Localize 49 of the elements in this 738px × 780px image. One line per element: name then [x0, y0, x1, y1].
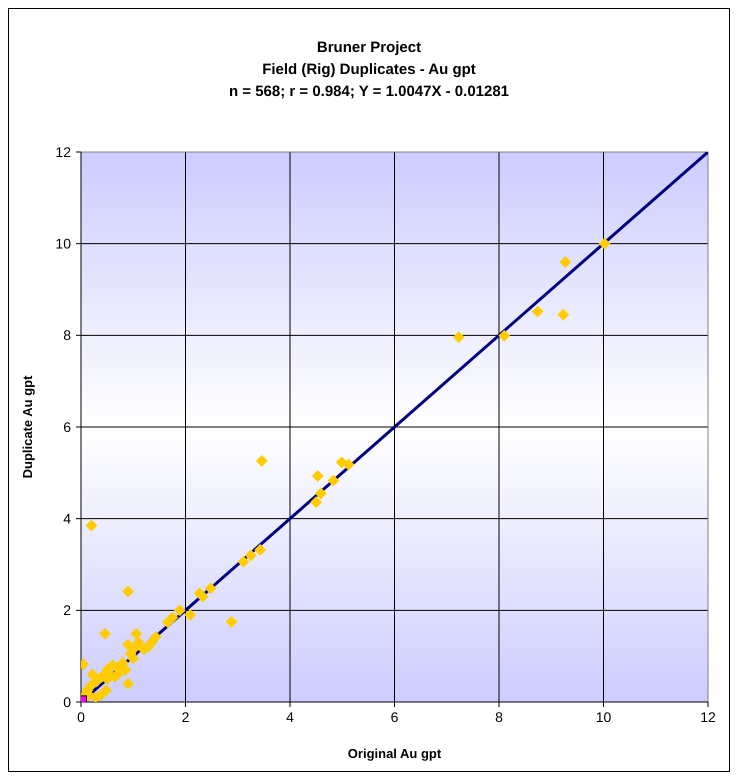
x-tick-label: 2 — [182, 709, 190, 725]
y-tick-label: 10 — [55, 236, 72, 252]
point — [598, 238, 610, 250]
y-tick-label: 4 — [63, 510, 72, 527]
point — [452, 331, 465, 344]
x-tick-label: 8 — [495, 709, 504, 725]
point — [226, 616, 238, 628]
point — [310, 496, 322, 508]
point — [312, 470, 324, 482]
y-tick-label: 2 — [63, 602, 72, 618]
y-tick-label: 8 — [63, 327, 72, 344]
point — [122, 678, 134, 690]
point — [238, 556, 250, 568]
point — [162, 616, 174, 628]
point — [342, 458, 354, 470]
x-tick-label: 0 — [77, 709, 86, 725]
point — [557, 308, 570, 321]
point — [86, 668, 98, 680]
point — [174, 604, 186, 616]
point — [498, 330, 510, 342]
point — [130, 628, 142, 640]
point — [256, 455, 268, 467]
x-tick-label: 6 — [390, 709, 399, 725]
point — [244, 549, 257, 562]
chart-subtitle: Field (Rig) Duplicates - Au gpt — [262, 61, 476, 78]
x-axis-title: Original Au gpt — [348, 746, 442, 761]
point — [196, 590, 209, 602]
point — [204, 582, 216, 594]
point — [100, 684, 112, 696]
point — [132, 636, 144, 648]
point — [532, 306, 544, 318]
y-axis-title: Duplicate Au gpt — [20, 374, 35, 478]
point — [314, 488, 327, 500]
point — [86, 520, 98, 532]
point — [559, 256, 572, 268]
x-tick-label: 4 — [286, 709, 294, 725]
x-tick-label: 10 — [596, 709, 612, 725]
point — [254, 544, 266, 556]
text: n = 568; r = 0.984; Y = 1.0047X - 0.01281 — [228, 83, 510, 100]
point — [122, 586, 134, 598]
point — [99, 628, 111, 640]
point — [184, 609, 196, 621]
y-tick-label: 12 — [55, 144, 72, 160]
x-tick-label: 12 — [700, 709, 716, 725]
point — [327, 474, 340, 487]
chart-title: Bruner Project — [316, 39, 422, 56]
point — [119, 664, 132, 676]
y-tick-label: 0 — [63, 694, 72, 710]
y-tick-label: 6 — [63, 418, 72, 435]
